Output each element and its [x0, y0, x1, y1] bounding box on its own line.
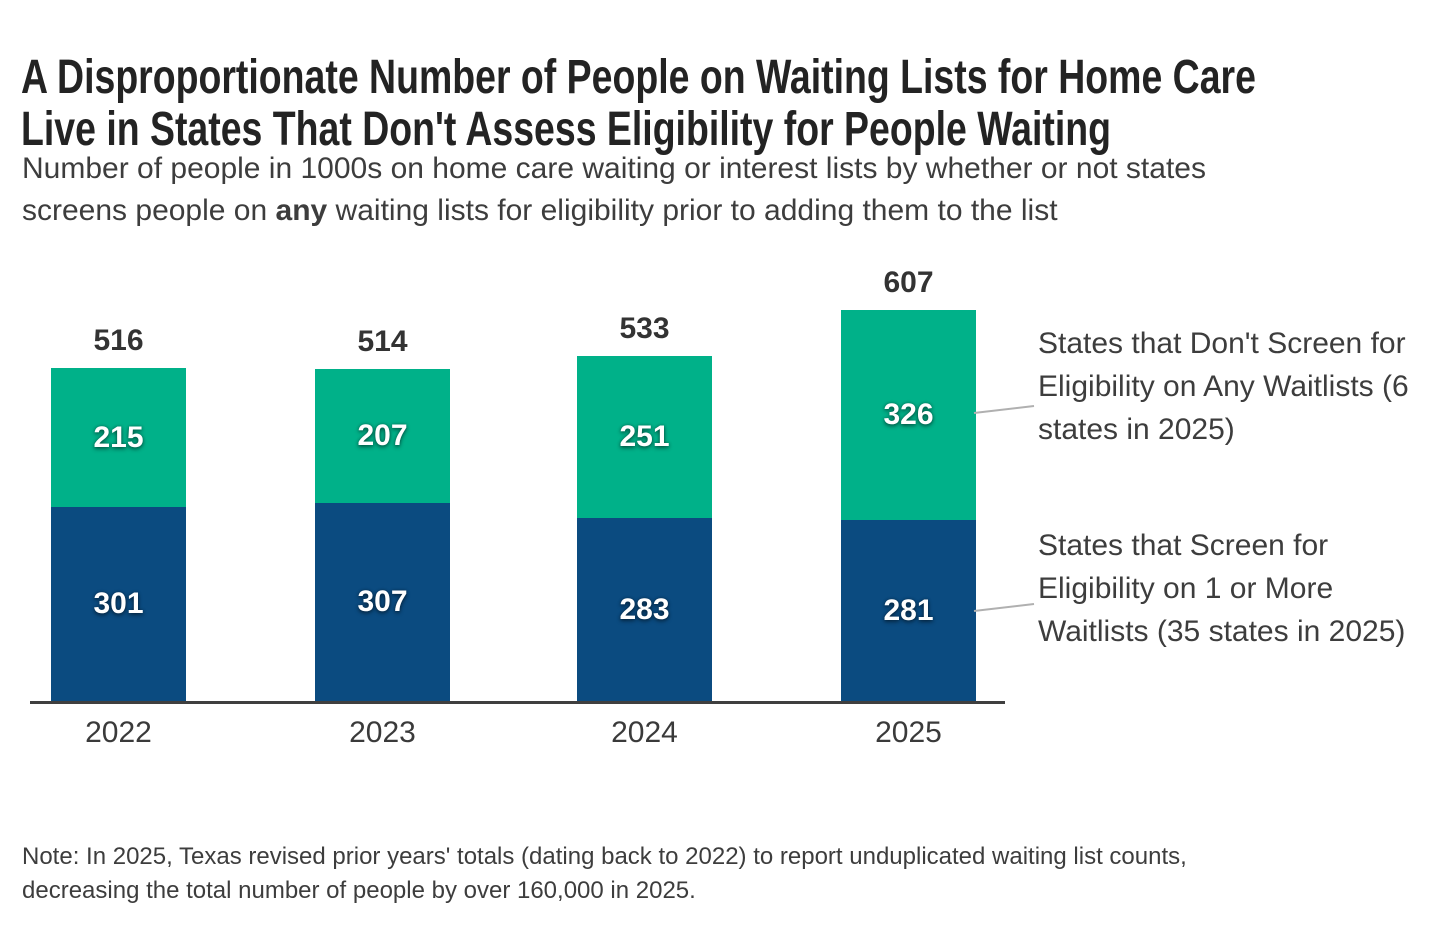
total-label-2024: 533 — [619, 312, 670, 345]
x-axis-label-2024: 2024 — [611, 716, 678, 749]
leader-line-blue — [973, 603, 1035, 612]
segment-screen-2024: 283 — [577, 518, 712, 701]
chart-subtitle-line2: screens people on any waiting lists for … — [22, 194, 1058, 227]
segment-screen-2025-value: 281 — [883, 593, 934, 627]
segment-screen-2022: 301 — [51, 507, 186, 701]
segment-dont-screen-2024-value: 251 — [619, 420, 670, 453]
segment-screen-2023: 307 — [315, 503, 450, 701]
chart-subtitle-line1: Number of people in 1000s on home care w… — [22, 152, 1206, 185]
footnote-line2: decreasing the total number of people by… — [22, 877, 696, 904]
bar-2025: 326 281 — [841, 310, 976, 701]
x-axis-label-2023: 2023 — [349, 716, 416, 749]
leader-line-green — [973, 405, 1035, 414]
segment-dont-screen-2025: 326 — [841, 310, 976, 520]
segment-dont-screen-2022-value: 215 — [93, 420, 144, 454]
bar-2023: 207 307 — [315, 369, 450, 701]
segment-dont-screen-2024: 251 — [577, 356, 712, 518]
total-label-2022: 516 — [93, 324, 144, 357]
x-axis-label-2022: 2022 — [85, 716, 152, 749]
footnote: Note: In 2025, Texas revised prior years… — [22, 840, 1187, 908]
segment-screen-2025: 281 — [841, 520, 976, 701]
total-label-2025: 607 — [883, 266, 934, 299]
x-axis-line — [30, 701, 1005, 704]
footnote-line1: Note: In 2025, Texas revised prior years… — [22, 843, 1187, 870]
bar-2024: 251 283 — [577, 356, 712, 701]
segment-dont-screen-2022: 215 — [51, 368, 186, 507]
segment-screen-2024-value: 283 — [619, 592, 670, 626]
segment-screen-2022-value: 301 — [93, 587, 144, 620]
subtitle-bold-any: any — [275, 194, 328, 227]
bar-2022: 215 301 — [51, 368, 186, 701]
segment-dont-screen-2023-value: 207 — [357, 419, 408, 452]
segment-screen-2023-value: 307 — [357, 585, 408, 618]
legend-label-dont-screen: States that Don't Screen for Eligibility… — [1038, 327, 1409, 446]
legend-label-screen: States that Screen for Eligibility on 1 … — [1038, 529, 1406, 648]
segment-dont-screen-2025-value: 326 — [883, 398, 934, 431]
x-axis-label-2025: 2025 — [875, 716, 942, 749]
total-label-2023: 514 — [357, 325, 408, 358]
chart-title: A Disproportionate Number of People on W… — [21, 52, 1440, 156]
chart-title-line2: Live in States That Don't Assess Eligibi… — [21, 103, 1111, 157]
segment-dont-screen-2023: 207 — [315, 369, 450, 503]
chart-title-line1: A Disproportionate Number of People on W… — [21, 51, 1256, 105]
chart-subtitle: Number of people in 1000s on home care w… — [22, 148, 1206, 232]
